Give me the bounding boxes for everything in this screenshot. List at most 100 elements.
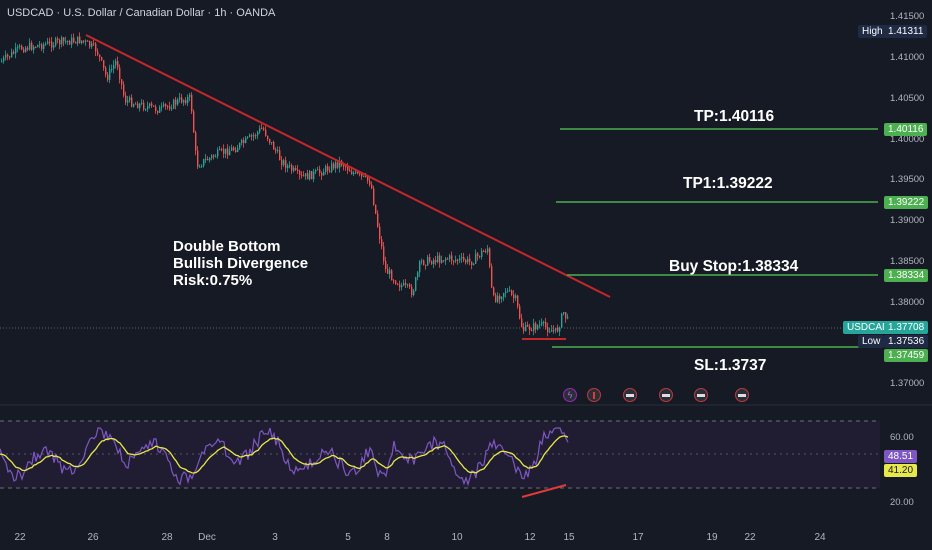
candle-body <box>173 99 175 109</box>
canada-flag-icon[interactable] <box>587 388 601 402</box>
candle-body <box>515 295 517 299</box>
candle-body <box>167 106 169 108</box>
candle-body <box>95 43 97 52</box>
candle-body <box>103 60 105 68</box>
time-tick: 28 <box>161 532 173 543</box>
candle-body <box>333 163 335 169</box>
candle-body <box>363 175 365 177</box>
candle-body <box>119 67 121 80</box>
candle-body <box>241 140 243 144</box>
candle-body <box>463 256 465 261</box>
candle-body <box>35 46 37 48</box>
time-tick: 10 <box>451 532 463 543</box>
high-label-badge: High <box>858 25 887 38</box>
candle-body <box>197 150 199 167</box>
candle-body <box>87 40 89 42</box>
candle-body <box>165 104 167 107</box>
candle-body <box>231 147 233 151</box>
candle-body <box>397 283 399 285</box>
candle-body <box>423 260 425 265</box>
candle-body <box>247 136 249 138</box>
candle-body <box>185 100 187 104</box>
candle-body <box>131 97 133 107</box>
candle-body <box>411 286 413 296</box>
candle-body <box>15 47 17 54</box>
candle-body <box>59 39 61 45</box>
candle-body <box>321 172 323 176</box>
candle-body <box>7 54 9 57</box>
price-tick: 1.37000 <box>890 378 925 389</box>
candle-body <box>21 45 23 50</box>
candle-body <box>191 94 193 112</box>
candle-body <box>545 321 547 327</box>
candle-body <box>151 103 153 106</box>
candle-body <box>183 100 185 103</box>
symbol-title[interactable]: USDCAD · U.S. Dollar / Canadian Dollar ·… <box>7 7 276 19</box>
candle-body <box>529 326 531 331</box>
candle-body <box>161 106 163 108</box>
buy-stop-price-badge: 1.38334 <box>884 269 929 282</box>
candle-body <box>257 131 259 136</box>
candle-body <box>495 294 497 302</box>
candle-body <box>9 56 11 58</box>
candle-body <box>121 79 123 85</box>
candle-body <box>323 171 325 176</box>
candle-body <box>81 40 83 44</box>
candle-body <box>267 135 269 139</box>
candle-body <box>199 166 201 168</box>
candle-body <box>491 266 493 288</box>
candle-body <box>509 290 511 292</box>
candle-body <box>171 108 173 110</box>
candle-body <box>439 255 441 263</box>
candle-body <box>537 325 539 330</box>
candle-body <box>543 321 545 323</box>
price-tick: 1.38500 <box>890 256 925 267</box>
candle-body <box>73 37 75 43</box>
low-label-badge: Low <box>858 335 885 348</box>
divergence-line[interactable] <box>521 484 567 498</box>
price-tick: 1.41500 <box>890 11 925 22</box>
us-flag-icon[interactable] <box>659 388 673 402</box>
candle-body <box>401 285 403 288</box>
candle-body <box>399 284 401 288</box>
candle-body <box>467 258 469 263</box>
candle-body <box>211 155 213 158</box>
candle-body <box>393 280 395 282</box>
candle-body <box>19 45 21 47</box>
us-flag-icon[interactable] <box>623 388 637 402</box>
tp1-price-badge: 1.39222 <box>884 196 929 209</box>
candle-body <box>51 41 53 48</box>
candle-body <box>513 294 515 299</box>
candle-body <box>235 149 237 153</box>
lightning-icon[interactable]: ϟ <box>563 388 577 402</box>
low-value-badge: 1.37536 <box>884 335 929 348</box>
us-flag-icon[interactable] <box>735 388 749 402</box>
candle-body <box>159 107 161 113</box>
candle-body <box>3 57 5 62</box>
candle-body <box>89 41 91 47</box>
candle-body <box>567 317 569 319</box>
candle-body <box>299 170 301 175</box>
trend-line[interactable] <box>85 34 611 298</box>
candle-body <box>489 248 491 267</box>
candle-body <box>163 104 165 107</box>
candle-body <box>409 284 411 287</box>
candle-body <box>75 42 77 44</box>
candle-body <box>533 323 535 331</box>
candle-body <box>225 148 227 154</box>
price-tick: 1.39500 <box>890 174 925 185</box>
candle-body <box>313 171 315 180</box>
candle-body <box>25 47 27 52</box>
candle-body <box>493 287 495 295</box>
time-tick: 15 <box>563 532 575 543</box>
candle-body <box>563 312 565 314</box>
us-flag-icon[interactable] <box>694 388 708 402</box>
candle-body <box>195 132 197 151</box>
candle-body <box>61 37 63 45</box>
candle-body <box>79 36 81 44</box>
candle-body <box>289 165 291 167</box>
candle-body <box>371 184 373 189</box>
candle-body <box>41 44 43 49</box>
candle-body <box>281 160 283 166</box>
